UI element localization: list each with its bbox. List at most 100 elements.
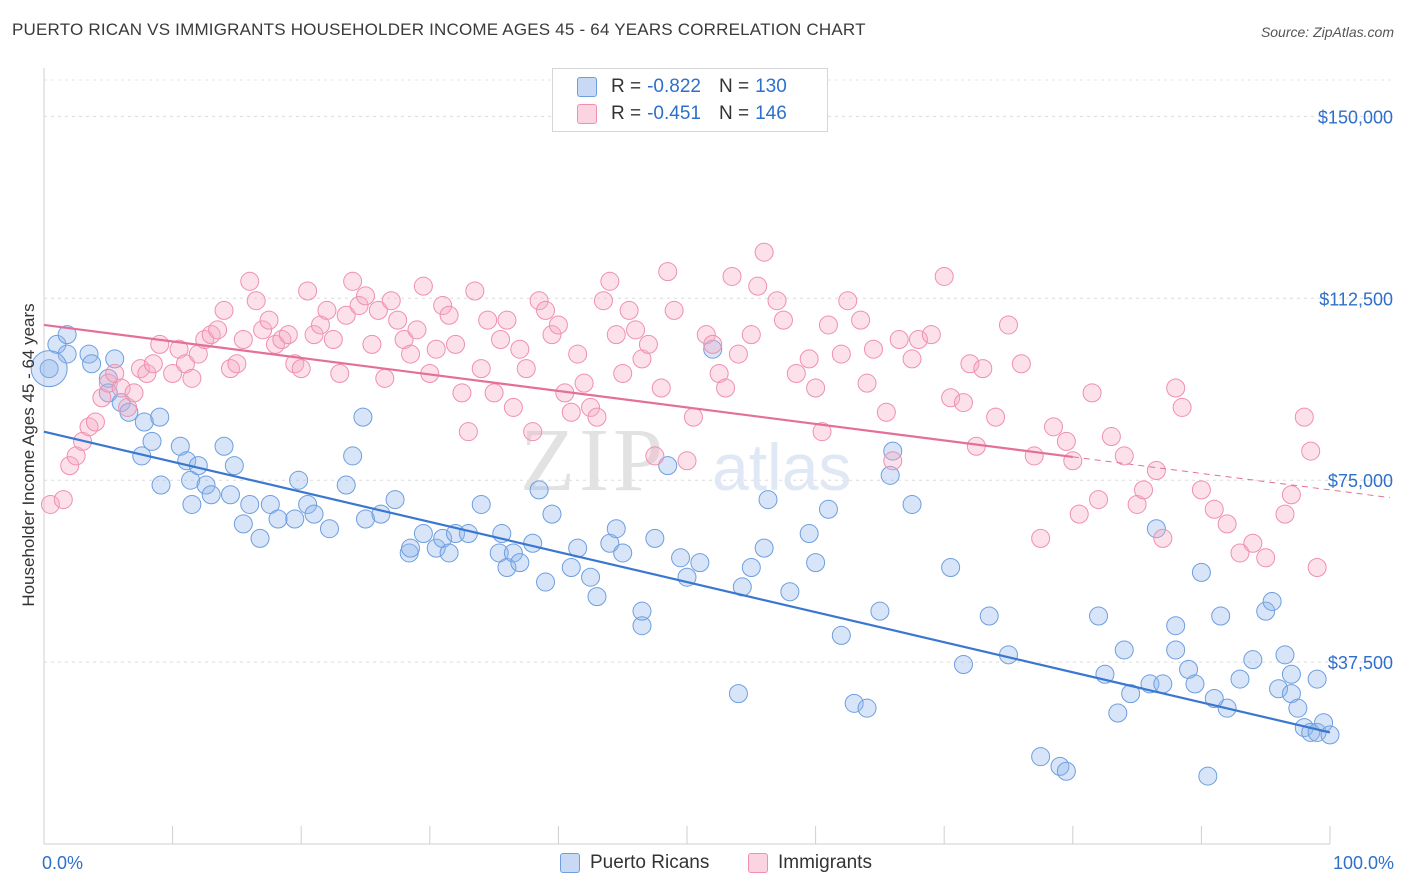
- watermark-zip: ZIP: [520, 411, 667, 510]
- scatter-point: [1172, 397, 1192, 417]
- scatter-point: [581, 567, 601, 587]
- scatter-point: [489, 543, 509, 563]
- scatter-point: [1230, 543, 1250, 563]
- scatter-point: [606, 519, 626, 539]
- scatter-point: [201, 325, 221, 345]
- scatter-point: [169, 339, 189, 359]
- scatter-point: [1056, 431, 1076, 451]
- scatter-point: [265, 334, 285, 354]
- scatter-point: [260, 494, 280, 514]
- scatter-point: [902, 494, 922, 514]
- scatter-point: [371, 504, 391, 524]
- scatter-point: [1153, 674, 1173, 694]
- y-tick-labels: $37,500 $75,000 $112,500 $150,000: [1318, 107, 1393, 673]
- scatter-point: [857, 373, 877, 393]
- scatter-point: [703, 339, 723, 359]
- scatter-point: [510, 339, 530, 359]
- scatter-point: [381, 291, 401, 311]
- scatter-point: [883, 441, 903, 461]
- scatter-point: [1121, 684, 1141, 704]
- scatter-point: [40, 494, 60, 514]
- scatter-point: [497, 558, 517, 578]
- scatter-point: [214, 300, 234, 320]
- scatter-point: [1256, 601, 1276, 621]
- scatter-point: [105, 349, 125, 369]
- legend-item-puerto-ricans[interactable]: Puerto Ricans: [560, 852, 709, 874]
- scatter-point: [664, 300, 684, 320]
- scatter-point: [1166, 378, 1186, 398]
- scatter-point: [240, 494, 260, 514]
- scatter-point: [1101, 427, 1121, 447]
- scatter-point: [484, 383, 504, 403]
- scatter-point: [1217, 514, 1237, 534]
- scatter-point: [1185, 674, 1205, 694]
- scatter-point: [1307, 669, 1327, 689]
- scatter-point: [433, 296, 453, 316]
- scatter-point: [786, 363, 806, 383]
- scatter-point: [1166, 640, 1186, 660]
- scatter-point: [593, 291, 613, 311]
- scatter-point: [683, 407, 703, 427]
- scatter-point: [343, 446, 363, 466]
- scatter-point: [741, 325, 761, 345]
- scatter-point: [857, 698, 877, 718]
- scatter-point: [182, 368, 202, 388]
- scatter-point: [703, 334, 723, 354]
- legend-item-immigrants[interactable]: Immigrants: [748, 852, 872, 874]
- scatter-point: [953, 393, 973, 413]
- scatter-point: [696, 325, 716, 345]
- scatter-point: [137, 363, 157, 383]
- scatter-point: [1191, 562, 1211, 582]
- scatter-point: [465, 281, 485, 301]
- scatter-point: [619, 300, 639, 320]
- scatter-point: [375, 368, 395, 388]
- scatter-point: [626, 320, 646, 340]
- scatter-point: [671, 548, 691, 568]
- scatter-point: [709, 363, 729, 383]
- scatter-point: [1243, 533, 1263, 553]
- stats-n-label: N =: [718, 103, 750, 124]
- scatter-point: [529, 480, 549, 500]
- scatter-point: [758, 490, 778, 510]
- scatter-point: [349, 296, 369, 316]
- scatter-point: [953, 655, 973, 675]
- scatter-point: [111, 393, 131, 413]
- scatter-point: [606, 325, 626, 345]
- scatter-point: [452, 383, 472, 403]
- scatter-point: [1063, 451, 1083, 471]
- scatter-point: [574, 373, 594, 393]
- scatter-point: [1269, 679, 1289, 699]
- scatter-point: [645, 528, 665, 548]
- scatter-point: [1089, 490, 1109, 510]
- scatter-point: [690, 553, 710, 573]
- scatter-point: [536, 572, 556, 592]
- scatter-point: [863, 339, 883, 359]
- scatter-point: [516, 359, 536, 379]
- scatter-point: [1166, 616, 1186, 636]
- scatter-point: [600, 271, 620, 291]
- scatter-point: [196, 475, 216, 495]
- scatter-point: [1146, 460, 1166, 480]
- scatter-point: [134, 412, 154, 432]
- scatter-point: [182, 494, 202, 514]
- scatter-point: [529, 291, 549, 311]
- scatter-point: [1198, 766, 1218, 786]
- y-tick-label: $75,000: [1328, 471, 1393, 491]
- scatter-point: [716, 378, 736, 398]
- scatter-point: [999, 315, 1018, 335]
- scatter-point: [754, 242, 774, 262]
- scatter-point: [741, 558, 761, 578]
- scatter-point: [401, 344, 421, 364]
- scatter-point: [818, 499, 838, 519]
- stats-swatch-puerto-ricans: [577, 77, 597, 97]
- scatter-point: [1288, 698, 1308, 718]
- scatter-point: [645, 446, 665, 466]
- scatter-point: [844, 693, 864, 713]
- scatter-point: [66, 446, 86, 466]
- scatter-point: [651, 378, 671, 398]
- scatter-point: [181, 470, 201, 490]
- scatter-point: [876, 402, 896, 422]
- scatter-point: [60, 456, 80, 476]
- scatter-point: [343, 271, 363, 291]
- scatter-point: [39, 359, 59, 379]
